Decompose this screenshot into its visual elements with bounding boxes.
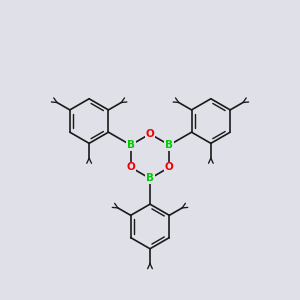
Text: O: O [126,162,135,172]
Text: B: B [146,173,154,184]
Text: B: B [165,140,173,150]
Text: O: O [146,129,154,139]
Text: B: B [146,173,154,184]
Text: O: O [126,162,135,172]
Text: B: B [127,140,135,150]
Text: O: O [165,162,174,172]
Text: B: B [165,140,173,150]
Text: O: O [165,162,174,172]
Text: B: B [127,140,135,150]
Text: O: O [146,129,154,139]
